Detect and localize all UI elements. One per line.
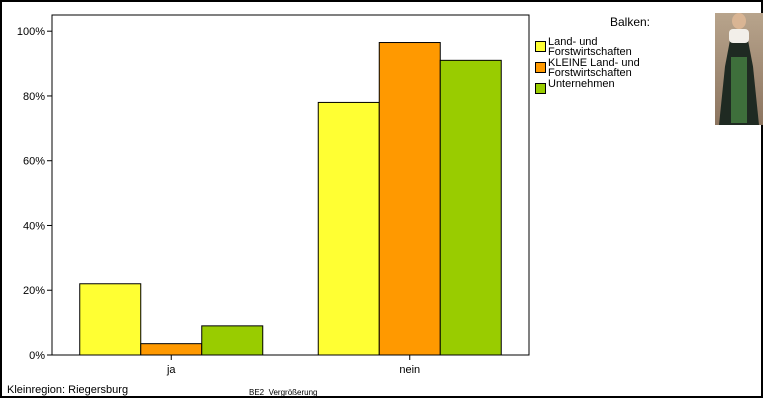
y-tick-label: 20% bbox=[23, 285, 45, 297]
legend: Balken: Land- und Forstwirtschaften KLEI… bbox=[535, 15, 705, 95]
legend-label: Unternehmen bbox=[548, 78, 615, 90]
legend-title: Balken: bbox=[609, 15, 651, 29]
legend-label: KLEINE Land- und Forstwirtschaften bbox=[548, 57, 640, 79]
region-label: Kleinregion: Riegersburg bbox=[7, 384, 129, 396]
y-tick-label: 100% bbox=[17, 26, 45, 38]
x-tick-label: nein bbox=[399, 364, 420, 376]
legend-swatch bbox=[535, 83, 546, 94]
bar bbox=[317, 101, 380, 356]
bar bbox=[439, 59, 502, 356]
photo-apron bbox=[731, 57, 747, 123]
bar bbox=[79, 283, 142, 356]
photo-blouse bbox=[729, 29, 749, 43]
chart-caption: BE2_Vergrößerung bbox=[249, 388, 318, 397]
bar bbox=[140, 343, 203, 356]
x-tick-label: ja bbox=[166, 364, 176, 376]
bar bbox=[201, 325, 264, 356]
legend-label: Land- und Forstwirtschaften bbox=[548, 36, 632, 58]
legend-item: KLEINE Land- und Forstwirtschaften bbox=[535, 57, 705, 79]
legend-item: Unternehmen bbox=[535, 79, 705, 94]
y-tick-label: 40% bbox=[23, 220, 45, 232]
y-tick-label: 0% bbox=[29, 350, 45, 362]
legend-item: Land- und Forstwirtschaften bbox=[535, 36, 705, 58]
bar bbox=[378, 42, 441, 356]
dirndl-photo bbox=[715, 13, 763, 125]
legend-swatch bbox=[535, 62, 546, 73]
legend-swatch bbox=[535, 41, 546, 52]
y-tick-label: 80% bbox=[23, 91, 45, 103]
y-tick-label: 60% bbox=[23, 156, 45, 168]
photo-head bbox=[732, 13, 746, 29]
